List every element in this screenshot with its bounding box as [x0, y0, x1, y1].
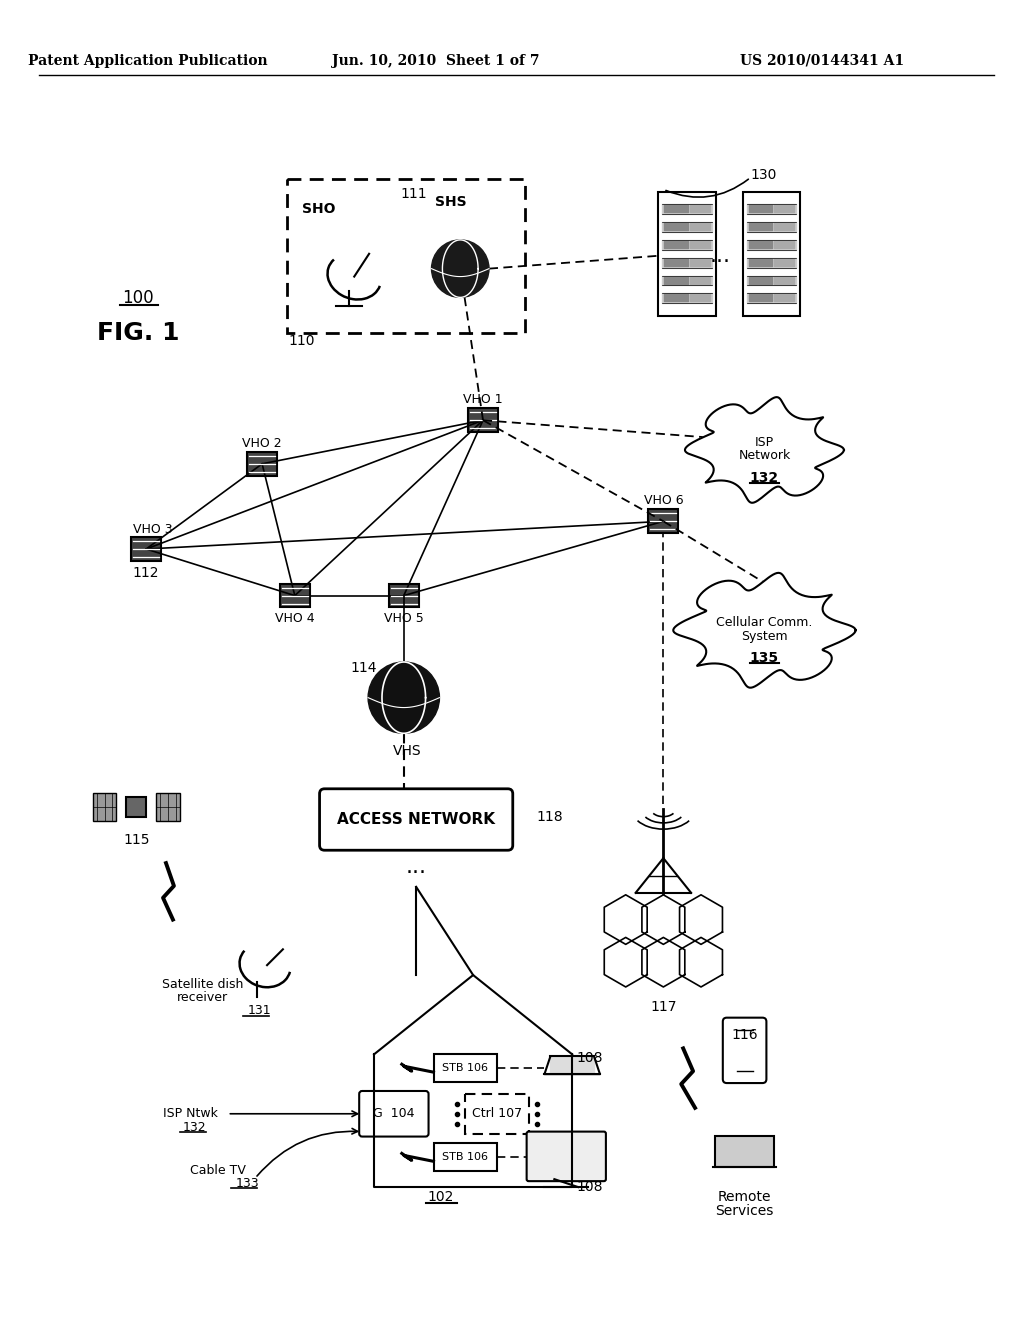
Text: 131: 131 — [247, 1005, 271, 1018]
Text: 117: 117 — [650, 999, 677, 1014]
Text: ISP Ntwk: ISP Ntwk — [163, 1107, 218, 1121]
Text: 110: 110 — [289, 334, 315, 348]
FancyBboxPatch shape — [287, 180, 524, 333]
Text: Cellular Comm.: Cellular Comm. — [716, 616, 813, 628]
Text: 132: 132 — [750, 471, 779, 484]
FancyBboxPatch shape — [648, 510, 678, 533]
Text: SHS: SHS — [435, 195, 467, 210]
Text: 115: 115 — [123, 833, 150, 847]
Polygon shape — [551, 1056, 594, 1073]
Text: 133: 133 — [236, 1176, 259, 1189]
FancyBboxPatch shape — [723, 1018, 766, 1082]
Text: G  104: G 104 — [373, 1107, 415, 1121]
Text: 118: 118 — [537, 809, 563, 824]
Text: ACCESS NETWORK: ACCESS NETWORK — [337, 812, 496, 828]
Text: FIG. 1: FIG. 1 — [97, 321, 179, 345]
Text: 130: 130 — [751, 168, 777, 182]
Text: 116: 116 — [731, 1027, 758, 1041]
FancyBboxPatch shape — [658, 193, 716, 317]
FancyBboxPatch shape — [526, 1131, 606, 1181]
Text: US 2010/0144341 A1: US 2010/0144341 A1 — [739, 54, 904, 67]
FancyBboxPatch shape — [247, 451, 276, 475]
FancyBboxPatch shape — [389, 583, 419, 607]
Text: VHO 3: VHO 3 — [133, 523, 173, 536]
FancyBboxPatch shape — [126, 797, 146, 817]
Text: VHO 4: VHO 4 — [275, 612, 314, 624]
FancyBboxPatch shape — [715, 1135, 774, 1167]
FancyBboxPatch shape — [742, 193, 800, 317]
FancyBboxPatch shape — [319, 789, 513, 850]
Text: SHO: SHO — [302, 202, 335, 216]
Text: ISP: ISP — [755, 436, 774, 449]
FancyBboxPatch shape — [359, 1092, 429, 1137]
Text: Ctrl 107: Ctrl 107 — [472, 1107, 522, 1121]
Polygon shape — [685, 397, 844, 503]
FancyBboxPatch shape — [465, 1094, 528, 1134]
Text: 108: 108 — [577, 1051, 603, 1065]
Text: 100: 100 — [123, 289, 154, 308]
Polygon shape — [93, 793, 117, 821]
Ellipse shape — [431, 240, 489, 297]
Text: Jun. 10, 2010  Sheet 1 of 7: Jun. 10, 2010 Sheet 1 of 7 — [332, 54, 540, 67]
Text: 114: 114 — [351, 661, 378, 675]
Text: 135: 135 — [750, 651, 779, 665]
Text: STB 106: STB 106 — [442, 1152, 488, 1163]
Text: VHS: VHS — [392, 744, 421, 758]
FancyBboxPatch shape — [433, 1055, 497, 1082]
Text: 108: 108 — [577, 1180, 603, 1195]
Text: VHO 5: VHO 5 — [384, 612, 424, 624]
Text: Satellite dish: Satellite dish — [162, 978, 244, 991]
Text: Services: Services — [716, 1204, 774, 1218]
Text: ...: ... — [406, 857, 427, 876]
Text: 132: 132 — [183, 1121, 207, 1134]
Text: 112: 112 — [133, 566, 160, 579]
Text: Network: Network — [738, 449, 791, 462]
FancyBboxPatch shape — [280, 583, 309, 607]
Text: Cable TV: Cable TV — [189, 1164, 246, 1176]
FancyBboxPatch shape — [131, 537, 161, 561]
Text: VHO 6: VHO 6 — [643, 494, 683, 507]
Text: VHO 1: VHO 1 — [463, 393, 503, 407]
Text: 111: 111 — [400, 187, 427, 202]
FancyBboxPatch shape — [468, 408, 498, 432]
Text: 102: 102 — [427, 1191, 454, 1204]
Text: ...: ... — [710, 246, 730, 265]
Text: Remote: Remote — [718, 1191, 771, 1204]
Text: System: System — [741, 630, 787, 643]
Polygon shape — [674, 573, 856, 688]
Text: receiver: receiver — [177, 991, 228, 1005]
Polygon shape — [156, 793, 180, 821]
Text: VHO 2: VHO 2 — [243, 437, 282, 450]
FancyBboxPatch shape — [433, 1143, 497, 1171]
Text: STB 106: STB 106 — [442, 1063, 488, 1073]
Ellipse shape — [368, 663, 439, 734]
Text: Patent Application Publication: Patent Application Publication — [29, 54, 268, 67]
